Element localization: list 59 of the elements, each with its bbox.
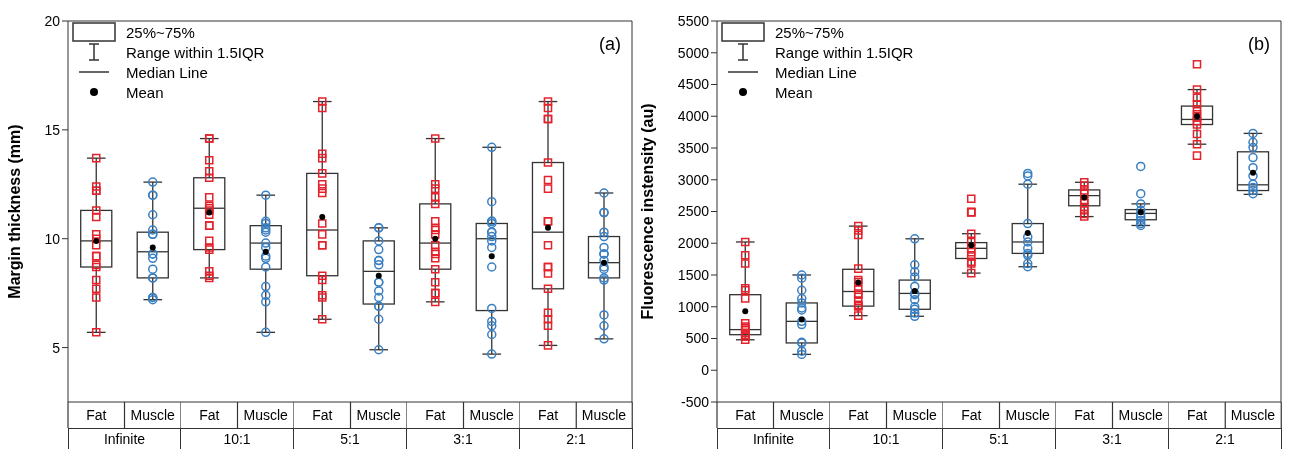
x-tick-label: Fat (199, 407, 220, 423)
annotation: Median Line (126, 63, 208, 81)
x-axis-title: 2:1 (520, 428, 633, 449)
annotation: Mean (126, 83, 164, 101)
annotation: 25%~75% (126, 23, 195, 41)
y-tick-label: 2000 (677, 235, 710, 252)
x-tick-label: Fat (1074, 407, 1095, 423)
y-tick-label: 5000 (677, 44, 710, 61)
annotation: (b) (1248, 34, 1270, 55)
x-tick-label: Muscle (130, 407, 176, 423)
y-tick-label: 10 (44, 230, 61, 247)
x-tick-label: Muscle (892, 407, 938, 423)
x-tick-label: Fat (735, 407, 756, 423)
annotation: Range within 1.5IQR (126, 43, 265, 61)
y-tick-label: 5500 (677, 12, 710, 29)
x-tick-label: Fat (848, 407, 869, 423)
x-tick-label: Muscle (356, 407, 402, 423)
x-tick-label: Muscle (1230, 407, 1276, 423)
x-tick-label: Muscle (469, 407, 515, 423)
y-tick-label: 4000 (677, 108, 710, 125)
x-tick-label: Fat (537, 407, 559, 423)
x-tick-label: Fat (312, 407, 333, 423)
x-axis-title: 2:1 (1169, 428, 1282, 449)
x-axis-title: Infinite (68, 428, 181, 449)
x-tick-label: Fat (961, 407, 982, 423)
x-tick-label: Fat (425, 407, 446, 423)
y-tick-label: 2500 (677, 203, 710, 220)
y-tick-label: 0 (701, 362, 710, 379)
y-tick-label: 3500 (677, 139, 710, 156)
annotation: Median Line (775, 63, 857, 81)
x-tick-label: Muscle (243, 407, 289, 423)
x-tick-label: Muscle (779, 407, 825, 423)
y-tick-label: 3000 (677, 171, 710, 188)
y-tick-label: 4500 (677, 76, 710, 93)
y-tick-label: 5 (52, 339, 61, 356)
x-tick-label: Muscle (1005, 407, 1051, 423)
y-tick-label: 1500 (677, 266, 710, 283)
y-tick-label: 1000 (677, 298, 710, 315)
y-axis-title: Margin thickness (mm) (5, 124, 23, 299)
y-tick-label: 20 (44, 12, 61, 29)
annotation: 25%~75% (775, 23, 844, 41)
y-tick-label: 15 (44, 121, 61, 138)
x-axis-title: Infinite (717, 428, 830, 449)
x-axis-title: 5:1 (943, 428, 1056, 449)
x-axis-title: 3:1 (407, 428, 520, 449)
x-axis-title: 10:1 (830, 428, 943, 449)
x-tick-label: Fat (86, 407, 107, 423)
x-tick-label: Muscle (581, 407, 627, 423)
x-tick-label: Muscle (1118, 407, 1164, 423)
annotation: (a) (599, 34, 621, 55)
annotation: Range within 1.5IQR (775, 43, 914, 61)
x-axis-title: 3:1 (1056, 428, 1169, 449)
annotation: Mean (775, 83, 813, 101)
y-axis-title: Fluorescence instensity (au) (638, 103, 656, 320)
x-axis-title: 10:1 (181, 428, 294, 449)
x-tick-label: Fat (1186, 407, 1208, 423)
y-tick-label: 500 (685, 330, 710, 347)
x-axis-title: 5:1 (294, 428, 407, 449)
y-tick-label: -500 (680, 393, 710, 410)
